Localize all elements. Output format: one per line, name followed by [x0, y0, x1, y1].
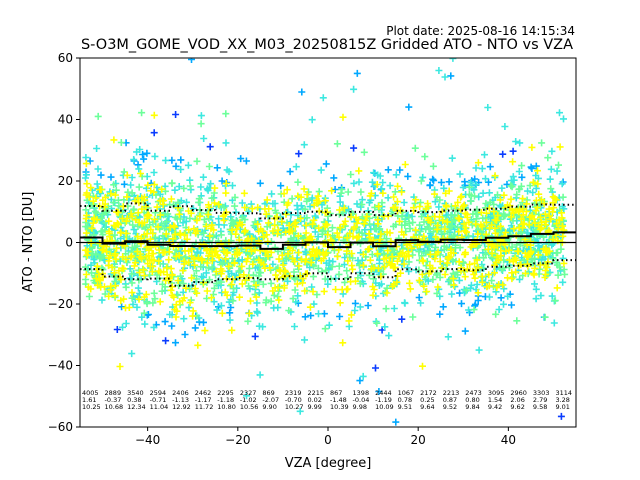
bin-std-label: 9.58	[533, 403, 547, 411]
bin-std-label: 9.64	[420, 403, 434, 411]
bin-mean-label: 3.28	[555, 396, 569, 404]
scatter-markers	[113, 111, 565, 420]
bin-count-label: 867	[330, 389, 342, 397]
bin-mean-label: 0.87	[443, 396, 457, 404]
x-axis: −40 −20 0 20 40	[135, 427, 516, 447]
std-upper-line	[80, 202, 576, 220]
bin-std-label: 10.39	[330, 403, 349, 411]
bin-count-label: 2215	[307, 389, 324, 397]
bin-mean-label: -1.13	[172, 396, 189, 404]
plot-date: Plot date: 2025-08-16 14:15:34	[386, 24, 575, 38]
bin-std-label: 9.98	[353, 403, 367, 411]
bin-mean-label: 0.02	[307, 396, 321, 404]
bin-std-label: 11.72	[195, 403, 214, 411]
bin-std-label: 12.92	[172, 403, 191, 411]
scatter-points	[82, 58, 569, 426]
bin-std-label: 10.25	[82, 403, 101, 411]
bin-count-label: 2295	[217, 389, 234, 397]
bin-mean-label: 2.79	[533, 396, 547, 404]
bin-mean-label: -1.18	[217, 396, 234, 404]
bin-std-label: 9.01	[555, 403, 569, 411]
bin-mean-label: -0.70	[285, 396, 302, 404]
bin-std-label: 9.42	[488, 403, 502, 411]
bin-mean-label: -2.07	[262, 396, 279, 404]
bin-std-label: 9.52	[443, 403, 457, 411]
y-tick-label: −40	[48, 359, 73, 373]
bin-std-label: 10.80	[217, 403, 236, 411]
bin-mean-label: 0.78	[398, 396, 412, 404]
y-tick-label: −60	[48, 420, 73, 434]
bin-mean-label: 0.25	[420, 396, 434, 404]
bin-count-label: 2213	[443, 389, 460, 397]
bin-count-label: 3114	[555, 389, 572, 397]
bin-std-label: 10.09	[375, 403, 394, 411]
bin-mean-label: -0.71	[150, 396, 167, 404]
mean-line	[80, 231, 576, 250]
bin-mean-label: -1.17	[195, 396, 212, 404]
bin-statistic-lines	[80, 202, 576, 287]
bin-count-label: 2319	[285, 389, 302, 397]
scatter-markers	[82, 111, 568, 370]
bin-std-label: 9.99	[307, 403, 321, 411]
bin-mean-label: -0.04	[353, 396, 370, 404]
y-axis: −60 −40 −20 0 20 40 60	[48, 51, 80, 434]
x-tick-label: 20	[411, 433, 426, 447]
bin-count-label: 869	[262, 389, 274, 397]
x-tick-label: 40	[501, 433, 516, 447]
bin-count-label: 2594	[150, 389, 167, 397]
bin-count-label: 2406	[172, 389, 189, 397]
x-tick-label: 0	[324, 433, 332, 447]
bin-std-label: 9.90	[262, 403, 276, 411]
x-axis-label: VZA [degree]	[285, 456, 372, 471]
bin-count-label: 3095	[488, 389, 505, 397]
bin-mean-label: 0.80	[465, 396, 479, 404]
bin-std-label: 10.27	[285, 403, 304, 411]
bin-count-label: 2462	[195, 389, 212, 397]
bin-std-label: 9.62	[510, 403, 524, 411]
bin-count-label: 2960	[510, 389, 527, 397]
bin-mean-label: -0.37	[105, 396, 122, 404]
y-axis-label: ATO - NTO [DU]	[21, 192, 36, 293]
bin-std-label: 9.51	[398, 403, 412, 411]
bin-std-label: 12.34	[127, 403, 146, 411]
bin-mean-label: 0.38	[127, 396, 141, 404]
bin-std-label: 9.84	[465, 403, 479, 411]
chart-title: S-O3M_GOME_VOD_XX_M03_20250815Z Gridded …	[81, 37, 573, 53]
bin-mean-label: 1.61	[82, 396, 96, 404]
bin-count-label: 2444	[375, 389, 392, 397]
x-tick-label: −20	[225, 433, 250, 447]
bin-count-label: 4005	[82, 389, 99, 397]
bin-std-label: 10.56	[240, 403, 259, 411]
bin-mean-label: 1.54	[488, 396, 502, 404]
bin-count-label: 1067	[398, 389, 415, 397]
y-tick-label: 0	[65, 236, 73, 250]
bin-mean-label: -1.19	[375, 396, 392, 404]
std-lower-line	[80, 259, 576, 287]
y-tick-label: 40	[58, 113, 73, 127]
bin-count-label: 2172	[420, 389, 437, 397]
bin-count-label: 1398	[353, 389, 370, 397]
bin-count-label: 3540	[127, 389, 144, 397]
y-tick-label: −20	[48, 297, 73, 311]
y-tick-label: 20	[58, 174, 73, 188]
bin-count-label: 2473	[465, 389, 482, 397]
bin-mean-label: 2.06	[510, 396, 524, 404]
bin-count-label: 2327	[240, 389, 257, 397]
bin-count-label: 3303	[533, 389, 550, 397]
bin-std-label: 11.04	[150, 403, 169, 411]
bin-mean-label: -1.48	[330, 396, 347, 404]
bin-std-label: 10.68	[105, 403, 124, 411]
bin-mean-label: -1.02	[240, 396, 257, 404]
y-tick-label: 60	[58, 51, 73, 65]
bin-count-label: 2889	[105, 389, 122, 397]
x-tick-label: −40	[135, 433, 160, 447]
